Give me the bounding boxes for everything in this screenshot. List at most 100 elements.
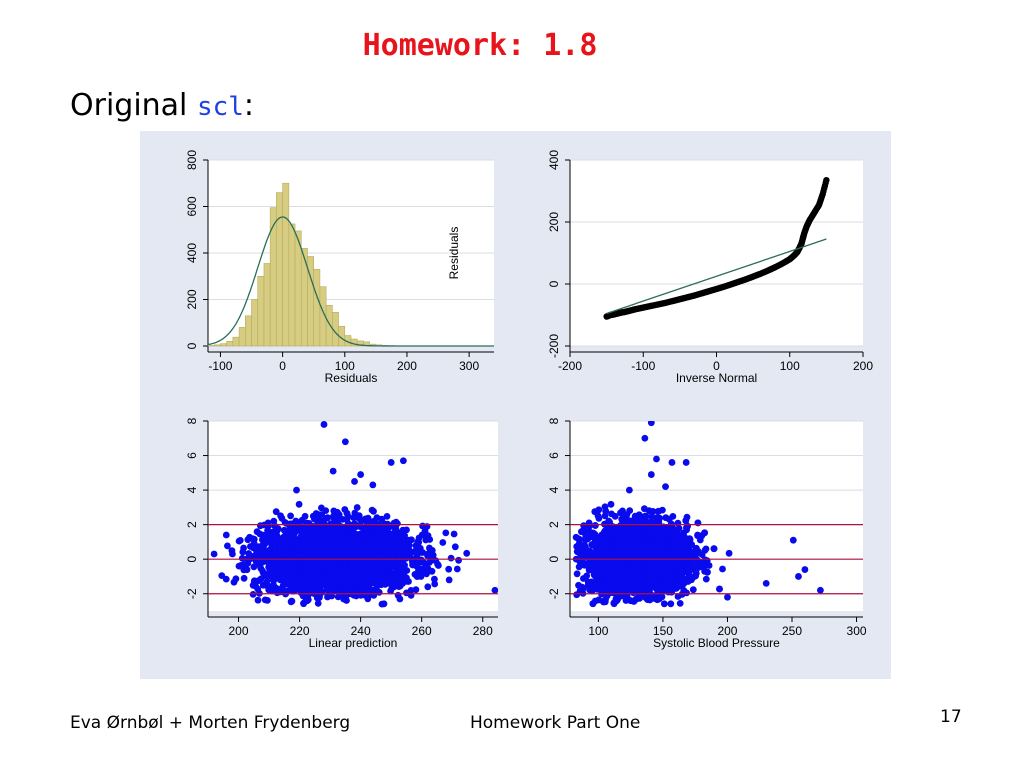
scatter-point <box>259 544 267 552</box>
x-axis-label: Systolic Blood Pressure <box>653 636 780 650</box>
y-tick-label: 600 <box>185 196 199 216</box>
outlier-point <box>424 583 432 591</box>
chart-panel: -100 0 100 200 300 0 200 400 600 800 Residuals -200… <box>85 131 891 679</box>
scatter-point <box>301 580 309 588</box>
outlier-point <box>378 600 386 608</box>
scatter-point <box>439 539 447 546</box>
scatter-point <box>303 568 311 576</box>
scatter-point <box>240 574 248 582</box>
x-tick-label: 0 <box>713 359 720 373</box>
scatter-point <box>396 546 404 554</box>
histogram-bar <box>288 223 296 347</box>
scatter-point <box>328 558 336 566</box>
scatter-point <box>445 565 453 573</box>
scatter-point <box>265 547 273 555</box>
x-tick-label: -200 <box>558 359 582 373</box>
scatter-point <box>311 515 318 523</box>
outlier-point <box>341 438 349 446</box>
scatter-point <box>302 597 310 604</box>
scatter-point <box>295 500 303 508</box>
scatter-point <box>374 575 382 583</box>
scatter-point <box>408 536 415 544</box>
scatter-point <box>243 566 251 574</box>
scatter-point <box>250 540 258 547</box>
x-axis-label: Inverse Normal <box>676 371 757 385</box>
y-tick-label: 6 <box>185 452 199 459</box>
y-tick-label: 400 <box>185 243 199 263</box>
scatter-point <box>313 530 321 538</box>
scatter-point <box>320 567 327 575</box>
y-tick-label: 4 <box>185 486 199 493</box>
scatter-point <box>264 597 271 604</box>
scatter-point <box>280 581 287 589</box>
scatter-point <box>340 565 348 572</box>
y-tick-label: 4 <box>547 486 561 493</box>
scatter-point <box>239 548 247 556</box>
scatter-point <box>224 542 231 550</box>
scatter-point <box>415 539 423 546</box>
outlier-point <box>293 486 300 494</box>
histogram-bar <box>313 268 321 347</box>
scatter-point <box>432 557 440 565</box>
scatter-point <box>388 581 396 589</box>
scatter-point <box>412 586 420 594</box>
x-tick-label: 250 <box>782 624 802 638</box>
scatter-point <box>380 573 388 580</box>
scatter-point <box>264 519 272 527</box>
qq-reference-line <box>606 238 827 315</box>
scatter-point <box>428 547 436 554</box>
scatter-point <box>277 537 285 545</box>
scatter-point <box>274 525 282 532</box>
scatter-point <box>249 591 257 598</box>
histogram-bar <box>257 275 265 347</box>
scatter-point <box>317 520 325 528</box>
scatter-point <box>264 527 271 534</box>
scatter-point <box>330 533 338 540</box>
scatter-point <box>338 524 346 532</box>
scatter-point <box>355 512 363 520</box>
y-tick-label: -2 <box>185 588 199 599</box>
scatter-point <box>352 571 359 578</box>
x-axis-label: Linear prediction <box>309 636 398 650</box>
scatter-point <box>308 564 315 571</box>
histogram-bar <box>269 207 277 347</box>
scatter-points <box>210 421 498 608</box>
scatter-point <box>403 526 410 534</box>
scatter-point <box>374 558 382 566</box>
y-tick-label: 0 <box>185 556 199 563</box>
scatter-point <box>293 518 301 526</box>
scatter-point <box>364 595 372 603</box>
scatter-point <box>338 534 346 541</box>
scatter-point <box>318 511 326 518</box>
scatter-point <box>415 567 422 574</box>
scatter-point <box>329 538 337 546</box>
scatter-point <box>291 529 299 537</box>
scatter-point <box>291 537 299 545</box>
x-tick-label: 300 <box>847 624 867 638</box>
scatter-point <box>396 582 404 590</box>
scatter-point <box>321 524 328 532</box>
outlier-point <box>491 586 498 594</box>
scatter-point <box>415 548 423 556</box>
subtitle-code: scl <box>196 92 244 122</box>
y-tick-label: 800 <box>185 150 199 170</box>
y-tick-label: 8 <box>185 417 199 424</box>
scatter-point <box>301 512 309 520</box>
histogram-bar <box>226 341 234 347</box>
scatter-point <box>410 548 417 556</box>
outlier-point <box>320 421 328 428</box>
scatter-point <box>368 549 375 556</box>
scatter-point <box>246 533 253 541</box>
y-tick-label: 2 <box>547 521 561 528</box>
scatter-point <box>342 575 350 583</box>
scatter-point <box>287 512 294 520</box>
outlier-point <box>387 459 395 466</box>
chart-grid: -100 0 100 200 3000200400600800Residuals-200… <box>85 150 873 650</box>
x-tick-label: 200 <box>229 624 249 638</box>
scatter-point <box>418 556 425 564</box>
x-tick-label: -100 <box>631 359 655 373</box>
scatter-point <box>254 556 262 564</box>
x-axis-label: Residuals <box>325 371 378 385</box>
